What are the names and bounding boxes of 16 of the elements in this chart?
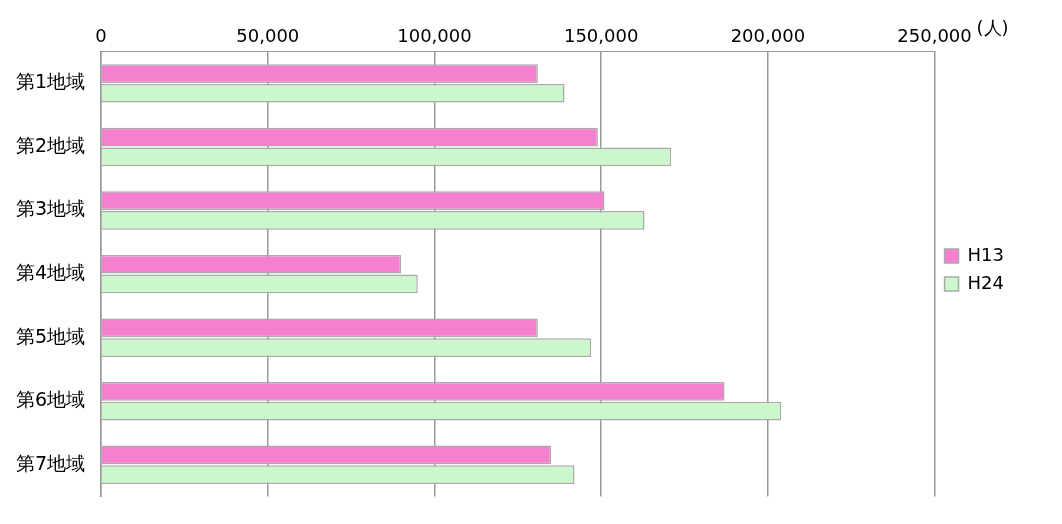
x-tick-label: 200,000: [730, 25, 806, 47]
text: (人): [976, 17, 1009, 39]
legend-label: H13: [967, 243, 1005, 265]
x-tick-label: 100,000: [397, 25, 472, 47]
x-tick-label: 50,000: [236, 25, 300, 47]
y-tick-label: 第6地域: [15, 388, 86, 411]
x-tick-label: 150,000: [563, 25, 639, 47]
legend-label: H24: [967, 271, 1005, 293]
y-tick-label: 第4地域: [15, 261, 86, 284]
y-tick-label: 第1地域: [15, 70, 86, 93]
y-tick-label: 第5地域: [15, 324, 86, 347]
y-tick-label: 第3地域: [15, 197, 86, 220]
y-tick-label: 第7地域: [15, 451, 86, 474]
x-tick-label: 250,000: [897, 25, 972, 47]
x-tick-label: 0: [95, 25, 107, 47]
y-tick-label: 第2地域: [15, 133, 86, 156]
